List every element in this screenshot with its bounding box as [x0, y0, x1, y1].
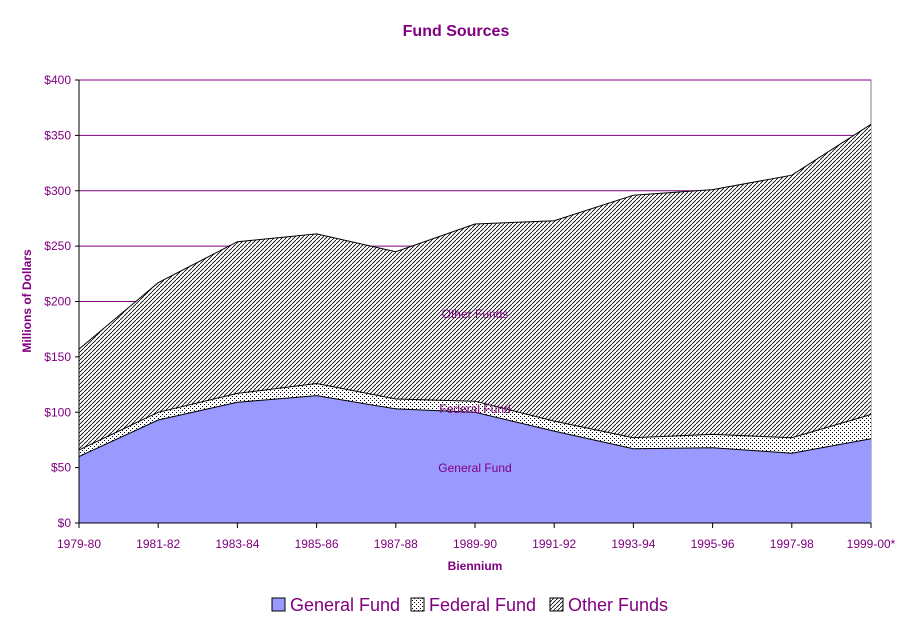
- y-tick-label: $350: [44, 128, 71, 142]
- legend-label-federal-fund: Federal Fund: [429, 595, 536, 615]
- legend-swatch-general-fund: [271, 597, 286, 612]
- x-tick-label: 1993-94: [611, 537, 655, 551]
- x-tick-label: 1981-82: [136, 537, 180, 551]
- area-federal-fund: [79, 383, 871, 457]
- series-outlines: [78, 123, 872, 458]
- legend-swatch-other-funds: [549, 597, 564, 612]
- legend-label-general-fund: General Fund: [290, 595, 400, 615]
- x-tick-label: 1989-90: [453, 537, 497, 551]
- stacked-areas: [79, 124, 871, 523]
- y-tick-label: $250: [44, 239, 71, 253]
- y-tick-label: $100: [44, 405, 71, 419]
- area-general-fund: [79, 395, 871, 523]
- y-tick-label: $200: [44, 295, 71, 309]
- y-tick-label: $300: [44, 184, 71, 198]
- y-tick-label: $50: [51, 461, 71, 475]
- y-axis-title: Millions of Dollars: [20, 249, 34, 353]
- legend: General Fund Federal Fund Other Funds: [271, 595, 668, 615]
- y-tick-label: $150: [44, 350, 71, 364]
- x-tick-label: 1997-98: [770, 537, 814, 551]
- x-tick-label: 1999-00*: [847, 537, 896, 551]
- x-tick-label: 1979-80: [57, 537, 101, 551]
- x-tick-label: 1985-86: [295, 537, 339, 551]
- line-other-funds: [78, 123, 872, 350]
- y-tick-label: $0: [58, 516, 72, 530]
- area-label-general-fund: General Fund: [438, 461, 511, 475]
- area-other-funds: [79, 124, 871, 450]
- y-tick-label: $400: [44, 73, 71, 87]
- chart-title: Fund Sources: [403, 23, 510, 40]
- x-tick-label: 1987-88: [374, 537, 418, 551]
- x-tick-label: 1995-96: [691, 537, 735, 551]
- area-label-other-funds: Other Funds: [442, 307, 509, 321]
- x-tick-labels: 1979-80 1981-82 1983-84 1985-86 1987-88 1989-…: [57, 523, 896, 551]
- legend-label-other-funds: Other Funds: [568, 595, 668, 615]
- x-tick-label: 1983-84: [215, 537, 259, 551]
- x-axis-title: Biennium: [448, 559, 503, 573]
- y-tick-labels: $0 $50 $100 $150 $200 $250 $300 $350 $400: [44, 73, 79, 530]
- area-label-federal-fund: Federal Fund: [439, 402, 510, 416]
- line-general-fund: [78, 395, 872, 458]
- area-labels: General Fund Federal Fund Other Funds: [438, 307, 511, 475]
- x-tick-label: 1991-92: [532, 537, 576, 551]
- legend-swatch-federal-fund: [410, 597, 425, 612]
- line-federal-fund: [78, 382, 872, 451]
